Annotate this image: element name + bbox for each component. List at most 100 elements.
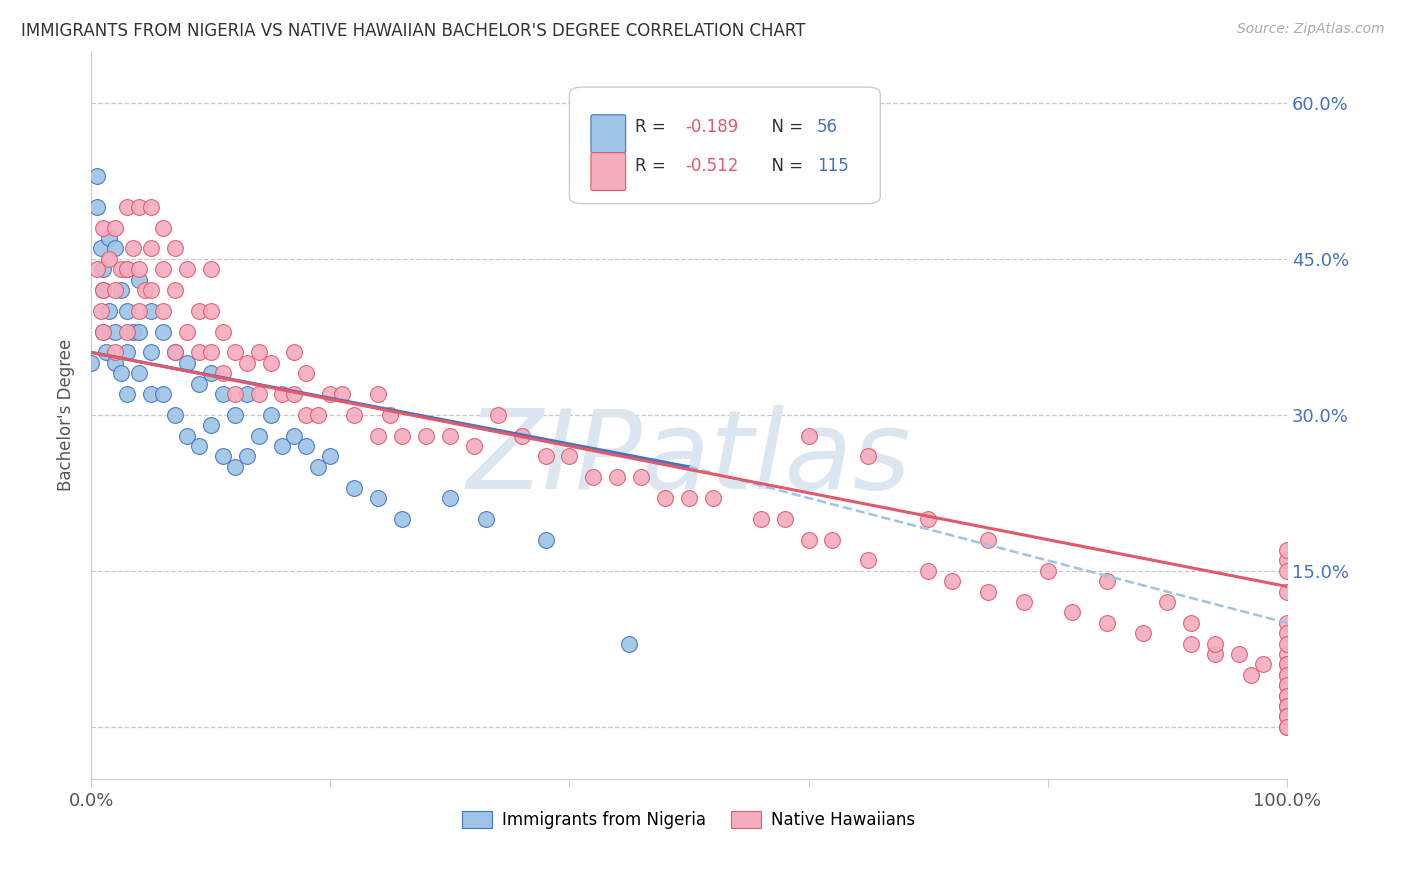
Point [1275, 720, 1298, 734]
Point [1156, 595, 1178, 609]
Point [200, 262, 222, 277]
Point [439, 491, 461, 505]
Point [1275, 553, 1298, 567]
Point [917, 564, 939, 578]
Text: R =: R = [636, 118, 671, 136]
Point [367, 387, 389, 401]
Point [86, 200, 108, 214]
Point [319, 387, 342, 401]
Point [98, 252, 121, 266]
Point [128, 303, 150, 318]
Point [211, 325, 233, 339]
Point [1204, 647, 1226, 661]
Point [283, 345, 305, 359]
Point [858, 553, 880, 567]
Point [110, 283, 132, 297]
Point [941, 574, 963, 589]
Point [211, 387, 233, 401]
Point [122, 241, 145, 255]
Point [115, 303, 138, 318]
Point [1275, 657, 1298, 672]
Point [271, 387, 294, 401]
Point [128, 272, 150, 286]
Point [247, 387, 270, 401]
Point [211, 366, 233, 380]
FancyBboxPatch shape [569, 87, 880, 203]
Point [86, 169, 108, 183]
Point [295, 408, 318, 422]
Point [283, 387, 305, 401]
Legend: Immigrants from Nigeria, Native Hawaiians: Immigrants from Nigeria, Native Hawaiian… [456, 805, 922, 836]
Point [773, 512, 796, 526]
Point [1275, 668, 1298, 682]
Point [163, 283, 186, 297]
Point [98, 231, 121, 245]
FancyBboxPatch shape [591, 153, 626, 191]
Point [115, 262, 138, 277]
Point [163, 345, 186, 359]
Point [534, 533, 557, 547]
Point [977, 533, 1000, 547]
Point [654, 491, 676, 505]
Point [163, 408, 186, 422]
Point [110, 262, 132, 277]
Point [152, 325, 174, 339]
Point [1275, 543, 1298, 558]
Point [1060, 606, 1083, 620]
Point [558, 450, 581, 464]
Point [343, 408, 366, 422]
Point [1240, 668, 1263, 682]
Point [152, 262, 174, 277]
Point [319, 450, 342, 464]
Point [295, 366, 318, 380]
Point [1275, 564, 1298, 578]
Point [128, 325, 150, 339]
Point [439, 428, 461, 442]
Point [463, 439, 485, 453]
Point [235, 356, 257, 370]
Point [797, 533, 820, 547]
Text: 56: 56 [817, 118, 838, 136]
Point [80, 356, 103, 370]
Point [391, 512, 413, 526]
Text: 115: 115 [817, 157, 849, 175]
Point [152, 387, 174, 401]
Point [582, 470, 605, 484]
Text: Source: ZipAtlas.com: Source: ZipAtlas.com [1237, 22, 1385, 37]
Point [115, 387, 138, 401]
Point [86, 262, 108, 277]
Point [1275, 689, 1298, 703]
Point [94, 345, 117, 359]
Text: -0.189: -0.189 [685, 118, 738, 136]
Point [128, 262, 150, 277]
Point [115, 345, 138, 359]
Point [858, 450, 880, 464]
Point [1275, 626, 1298, 640]
Point [91, 283, 114, 297]
Point [91, 283, 114, 297]
Point [283, 428, 305, 442]
Point [110, 366, 132, 380]
Point [1275, 699, 1298, 714]
Point [224, 408, 246, 422]
Point [235, 450, 257, 464]
Text: N =: N = [761, 157, 808, 175]
Point [163, 241, 186, 255]
Point [187, 439, 209, 453]
Point [134, 283, 156, 297]
Point [1275, 699, 1298, 714]
Point [1180, 637, 1202, 651]
Point [1275, 637, 1298, 651]
Point [1012, 595, 1035, 609]
Point [1275, 720, 1298, 734]
Point [91, 325, 114, 339]
FancyBboxPatch shape [591, 115, 626, 153]
Point [187, 345, 209, 359]
Point [1275, 709, 1298, 723]
Point [259, 356, 281, 370]
Point [139, 200, 162, 214]
Point [1275, 647, 1298, 661]
Point [702, 491, 724, 505]
Point [200, 366, 222, 380]
Y-axis label: Bachelor's Degree: Bachelor's Degree [58, 339, 75, 491]
